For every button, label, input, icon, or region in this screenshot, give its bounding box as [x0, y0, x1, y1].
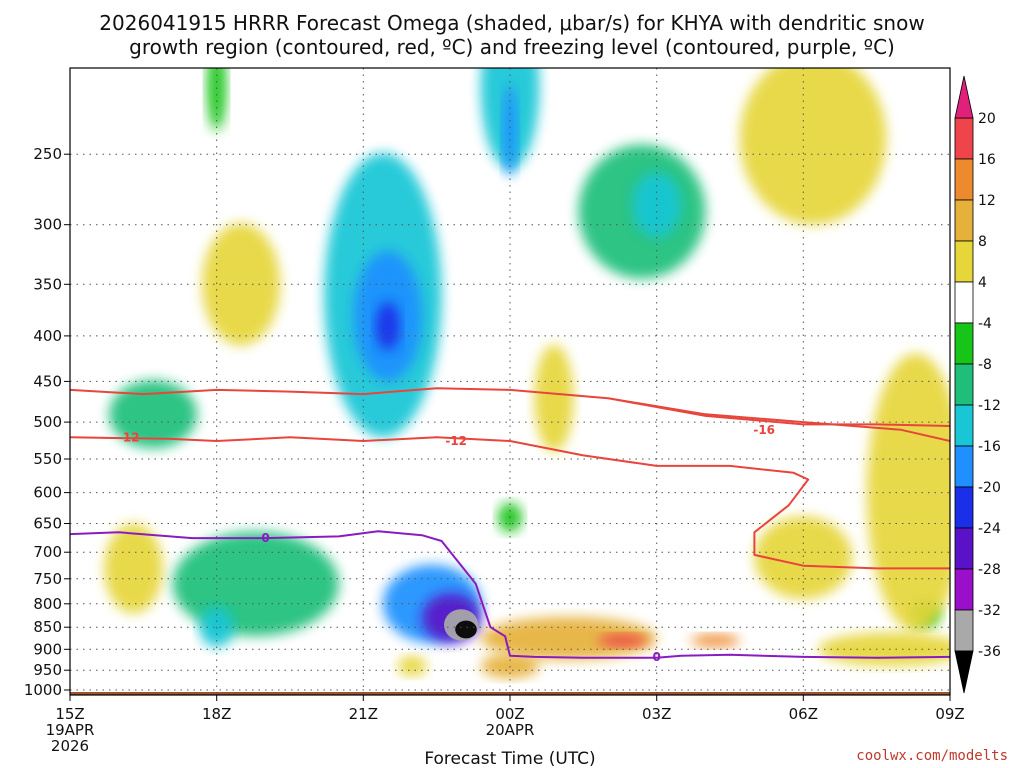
- colorbar-band-11: [954, 568, 974, 611]
- colorbar-label-4: 4: [978, 275, 987, 291]
- contour-label-2: -16: [753, 423, 775, 437]
- x-tick-label-03Z: 03Z: [642, 705, 671, 723]
- colorbar-label-3: 8: [978, 234, 987, 250]
- y-tick-label-800: 800: [33, 595, 62, 613]
- colorbar-label-12: -32: [978, 603, 1001, 619]
- colorbar-band-5: [954, 322, 974, 365]
- colorbar-band-9: [954, 486, 974, 529]
- colorbar-label-1: 16: [978, 152, 996, 168]
- x-tick-date-15Z: 19APR: [46, 721, 95, 739]
- y-axis: 250 300 350 400 450 500 550 600 650 700 750 800 850 9…: [24, 145, 70, 699]
- y-tick-label-600: 600: [33, 484, 62, 502]
- y-tick-label-950: 950: [33, 661, 62, 679]
- y-tick-label-1000: 1000: [24, 681, 62, 699]
- colorbar-label-8: -16: [978, 439, 1001, 455]
- omega-cell-10: [397, 656, 427, 677]
- colorbar-label-13: -36: [978, 644, 1001, 660]
- colorbar-band-0: [954, 117, 974, 160]
- x-tick-label-00Z: 00Z: [495, 705, 524, 723]
- colorbar-band-8: [954, 445, 974, 488]
- contour-dgz-16: [607, 397, 950, 427]
- contour-label-3: 0: [261, 531, 269, 545]
- colorbar-label-0: 20: [978, 111, 996, 127]
- omega-cell-8: [534, 344, 574, 452]
- y-tick-label-550: 550: [33, 450, 62, 468]
- colorbar-label-5: -4: [978, 316, 992, 332]
- y-tick-label-250: 250: [33, 145, 62, 163]
- colorbar-band-10: [954, 527, 974, 570]
- y-tick-label-300: 300: [33, 216, 62, 234]
- credit-text: coolwx.com/modelts: [856, 748, 1008, 764]
- y-tick-label-750: 750: [33, 570, 62, 588]
- omega-cell-15: [109, 380, 198, 449]
- y-tick-label-650: 650: [33, 515, 62, 533]
- omega-cell-11: [866, 353, 950, 632]
- omega-cell-21: [690, 634, 740, 648]
- colorbar-band-2: [954, 199, 974, 242]
- contour-lines: -12 -12 -16 0 0: [70, 387, 950, 664]
- omega-cell-4: [206, 68, 227, 131]
- omega-cell-2: [754, 516, 853, 599]
- omega-cell-23: [502, 83, 518, 177]
- colorbar-label-10: -24: [978, 521, 1001, 537]
- x-tick-label-09Z: 09Z: [935, 705, 964, 723]
- colorbar-min-arrow: [954, 650, 974, 694]
- colorbar-band-12: [954, 609, 974, 652]
- colorbar-label-6: -8: [978, 357, 992, 373]
- colorbar-band-7: [954, 404, 974, 447]
- x-tick-year-15Z: 2026: [51, 737, 89, 755]
- colorbar-band-3: [954, 240, 974, 283]
- omega-cell-14: [480, 616, 657, 660]
- colorbar-label-7: -12: [978, 398, 1001, 414]
- omega-cell-3: [202, 223, 281, 346]
- omega-cell-9: [818, 632, 950, 667]
- colorbar: 20 16 12 8 4 -4 -8 -12 -16 -20 -24 -28 -32 -36: [954, 75, 1001, 694]
- contour-label-4: 0: [653, 650, 661, 664]
- omega-cell-6: [104, 523, 163, 614]
- x-tick-label-06Z: 06Z: [789, 705, 818, 723]
- colorbar-label-2: 12: [978, 193, 996, 209]
- omega-cell-22: [598, 634, 647, 648]
- contour-label-0: -12: [118, 430, 140, 444]
- chart-title-line2: growth region (contoured, red, ºC) and f…: [129, 35, 895, 59]
- x-axis-title: Forecast Time (UTC): [424, 749, 595, 768]
- x-tick-label-18Z: 18Z: [202, 705, 231, 723]
- colorbar-label-11: -28: [978, 562, 1001, 578]
- y-tick-label-400: 400: [33, 327, 62, 345]
- x-tick-label-21Z: 21Z: [349, 705, 378, 723]
- contour-label-1: -12: [445, 434, 467, 448]
- colorbar-band-6: [954, 363, 974, 406]
- y-tick-label-500: 500: [33, 413, 62, 431]
- colorbar-band-4: [954, 281, 974, 324]
- x-tick-date-00Z: 20APR: [486, 721, 535, 739]
- y-tick-label-350: 350: [33, 275, 62, 293]
- colorbar-max-arrow: [954, 75, 974, 119]
- chart-title-line1: 2026041915 HRRR Forecast Omega (shaded, …: [99, 11, 924, 35]
- omega-cell-13: [172, 531, 339, 637]
- omega-shading: [104, 68, 950, 679]
- omega-cell-26: [375, 302, 400, 351]
- contour-dgz-lower-12: [70, 436, 950, 570]
- y-tick-label-900: 900: [33, 640, 62, 658]
- x-tick-label-15Z: 15Z: [55, 705, 84, 723]
- omega-cell-29: [455, 620, 477, 639]
- y-tick-label-700: 700: [33, 543, 62, 561]
- omega-cell-7: [739, 68, 887, 225]
- contour-dgz-upper-12: [70, 387, 950, 442]
- contour-freezing-level-0: [70, 530, 950, 659]
- colorbar-band-1: [954, 158, 974, 201]
- y-tick-label-850: 850: [33, 618, 62, 636]
- colorbar-label-9: -20: [978, 480, 1001, 496]
- y-tick-label-450: 450: [33, 372, 62, 390]
